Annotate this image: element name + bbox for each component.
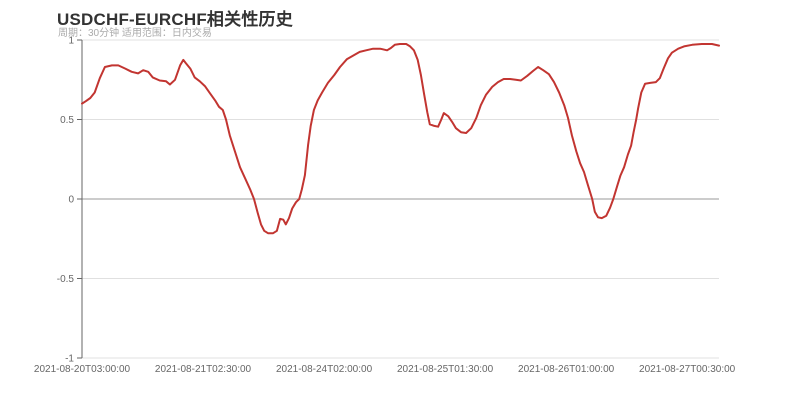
x-tick-label: 2021-08-25T01:30:00 [397, 364, 494, 375]
correlation-line [81, 43, 720, 235]
y-tick-label: 1 [68, 36, 74, 47]
series-lines [81, 43, 720, 235]
y-tick-label: 0 [68, 195, 74, 206]
x-tick-label: 2021-08-27T00:30:00 [639, 364, 736, 375]
chart-subtitle: 周期：30分钟 适用范围：日内交易 [58, 28, 212, 39]
y-tick-label: -1 [65, 354, 74, 365]
y-axis-labels: 1 0.5 0 -0.5 -1 [57, 36, 75, 365]
x-tick-label: 2021-08-21T02:30:00 [155, 364, 252, 375]
x-axis-labels: 2021-08-20T03:00:00 2021-08-21T02:30:00 20… [34, 364, 736, 375]
chart-title: USDCHF-EURCHF相关性历史 [57, 10, 293, 29]
x-tick-label: 2021-08-20T03:00:00 [34, 364, 131, 375]
y-tick-label: 0.5 [60, 115, 74, 126]
x-tick-label: 2021-08-26T01:00:00 [518, 364, 615, 375]
y-tick-label: -0.5 [57, 274, 75, 285]
x-tick-label: 2021-08-24T02:00:00 [276, 364, 373, 375]
axes [77, 39, 83, 359]
gridlines [82, 39, 719, 359]
